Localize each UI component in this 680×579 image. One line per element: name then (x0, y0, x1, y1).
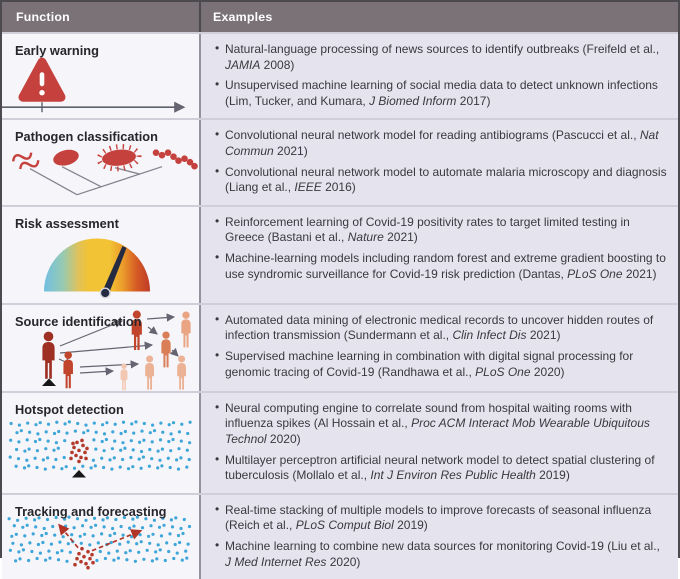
example-year: 2021) (273, 143, 308, 158)
examples-list: Neural computing engine to correlate sou… (201, 393, 678, 493)
examples-cell: Automated data mining of electronic medi… (199, 304, 678, 391)
example-text: Real-time stacking of multiple models to… (225, 502, 652, 533)
examples-column-header: Examples (199, 2, 678, 32)
function-cell: Hotspot detection (2, 392, 199, 493)
journal-name: J Med Internet Res (225, 554, 327, 569)
example-text: Automated data mining of electronic medi… (225, 312, 654, 343)
journal-name: J Biomed Inform (369, 93, 457, 108)
examples-cell: Reinforcement learning of Covid-19 posit… (199, 206, 678, 303)
example-item: Automated data mining of electronic medi… (214, 312, 668, 344)
example-item: Multilayer perceptron artificial neural … (214, 452, 668, 484)
example-year: 2021) (622, 266, 657, 281)
examples-list: Convolutional neural network model for r… (201, 120, 678, 204)
table-row: Tracking and forecasting Real-time stack… (2, 492, 678, 579)
function-label: Early warning (15, 43, 99, 58)
example-year: 2020) (326, 554, 361, 569)
example-item: Machine learning to combine new data sou… (214, 538, 668, 570)
example-item: Machine-learning models including random… (214, 250, 668, 282)
journal-name: Int J Environ Res Public Health (370, 468, 536, 483)
journal-name: JAMIA (225, 57, 261, 72)
function-label: Pathogen classification (15, 129, 158, 145)
journal-name: PLoS Comput Biol (295, 518, 394, 533)
function-label: Hotspot detection (15, 401, 124, 417)
journal-name: Proc ACM Interact Mob Wearable Ubiquitou… (225, 416, 650, 446)
warning-triangle-timeline-icon (2, 57, 186, 113)
example-year: 2019) (535, 468, 570, 483)
example-item: Unsupervised machine learning of social … (214, 77, 668, 109)
journal-name: Clin Infect Dis (452, 328, 527, 343)
example-text: Machine learning to combine new data sou… (225, 538, 660, 553)
function-column-header: Function (16, 10, 70, 24)
example-item: Convolutional neural network model to au… (214, 164, 668, 196)
example-item: Neural computing engine to correlate sou… (214, 400, 668, 448)
function-cell: Pathogen classification (2, 120, 199, 205)
example-text: Neural computing engine to correlate sou… (225, 400, 632, 431)
example-item: Natural-language processing of news sour… (214, 41, 668, 73)
table-row: Hotspot detection Neural computing engin… (2, 390, 678, 493)
example-text: Unsupervised machine learning of social … (225, 78, 658, 108)
example-year: 2008) (260, 57, 295, 72)
example-item: Supervised machine learning in combinati… (214, 348, 668, 380)
example-year: 2016) (321, 180, 356, 195)
journal-name: IEEE (294, 180, 322, 195)
function-label: Tracking and forecasting (15, 503, 167, 519)
journal-name: Nature (347, 230, 384, 245)
example-year: 2021) (383, 230, 418, 245)
example-text: Natural-language processing of news sour… (225, 42, 660, 56)
transmission-tree-icon (42, 310, 191, 391)
example-year: 2017) (456, 93, 491, 108)
example-item: Real-time stacking of multiple models to… (214, 502, 668, 534)
example-item: Convolutional neural network model for r… (214, 127, 668, 159)
example-year: 2020) (266, 431, 301, 446)
examples-list: Reinforcement learning of Covid-19 posit… (201, 207, 678, 291)
examples-cell: Natural-language processing of news sour… (199, 34, 678, 119)
examples-cell: Neural computing engine to correlate sou… (199, 392, 678, 493)
example-text: Convolutional neural network model to au… (225, 164, 667, 195)
function-cell: Source identification (2, 304, 199, 391)
examples-list: Automated data mining of electronic medi… (201, 305, 678, 389)
table-row: Source identification Automated data min… (2, 302, 678, 391)
function-cell: Tracking and forecasting (2, 494, 199, 579)
example-item: Reinforcement learning of Covid-19 posit… (214, 214, 668, 246)
function-examples-table: Function Examples Early warning Natural-… (0, 0, 680, 558)
table-row: Early warning Natural-language processin… (2, 32, 678, 119)
example-year: 2019) (393, 518, 428, 533)
hotspot-cluster (69, 438, 89, 464)
function-label: Source identification (15, 313, 142, 329)
journal-name: PLoS One (475, 364, 531, 379)
example-year: 2021) (526, 328, 561, 343)
journal-name: Nat Commun (225, 128, 659, 158)
table-header: Function Examples (2, 2, 678, 32)
example-text: Supervised machine learning in combinati… (225, 348, 634, 379)
function-cell: Risk assessment (2, 206, 199, 303)
example-text: Convolutional neural network model for r… (225, 128, 640, 143)
examples-list: Natural-language processing of news sour… (201, 34, 678, 118)
pathogen-phylogeny-icon (12, 144, 198, 196)
examples-cell: Convolutional neural network model for r… (199, 120, 678, 205)
example-year: 2020) (530, 364, 565, 379)
example-text: Machine-learning models including random… (225, 250, 666, 281)
examples-list: Real-time stacking of multiple models to… (201, 495, 678, 579)
function-cell: Early warning (2, 34, 199, 119)
table-row: Pathogen classification Convolutional ne… (2, 118, 678, 205)
function-label: Risk assessment (15, 215, 119, 231)
journal-name: PLoS One (567, 266, 623, 281)
risk-gauge-icon (44, 238, 150, 299)
example-text: Reinforcement learning of Covid-19 posit… (225, 214, 630, 245)
examples-cell: Real-time stacking of multiple models to… (199, 494, 678, 579)
example-text: Multilayer perceptron artificial neural … (225, 452, 655, 483)
table-row: Risk assessment Reinforcement learning o… (2, 204, 678, 303)
hotspot-dot-map-icon (8, 420, 192, 478)
